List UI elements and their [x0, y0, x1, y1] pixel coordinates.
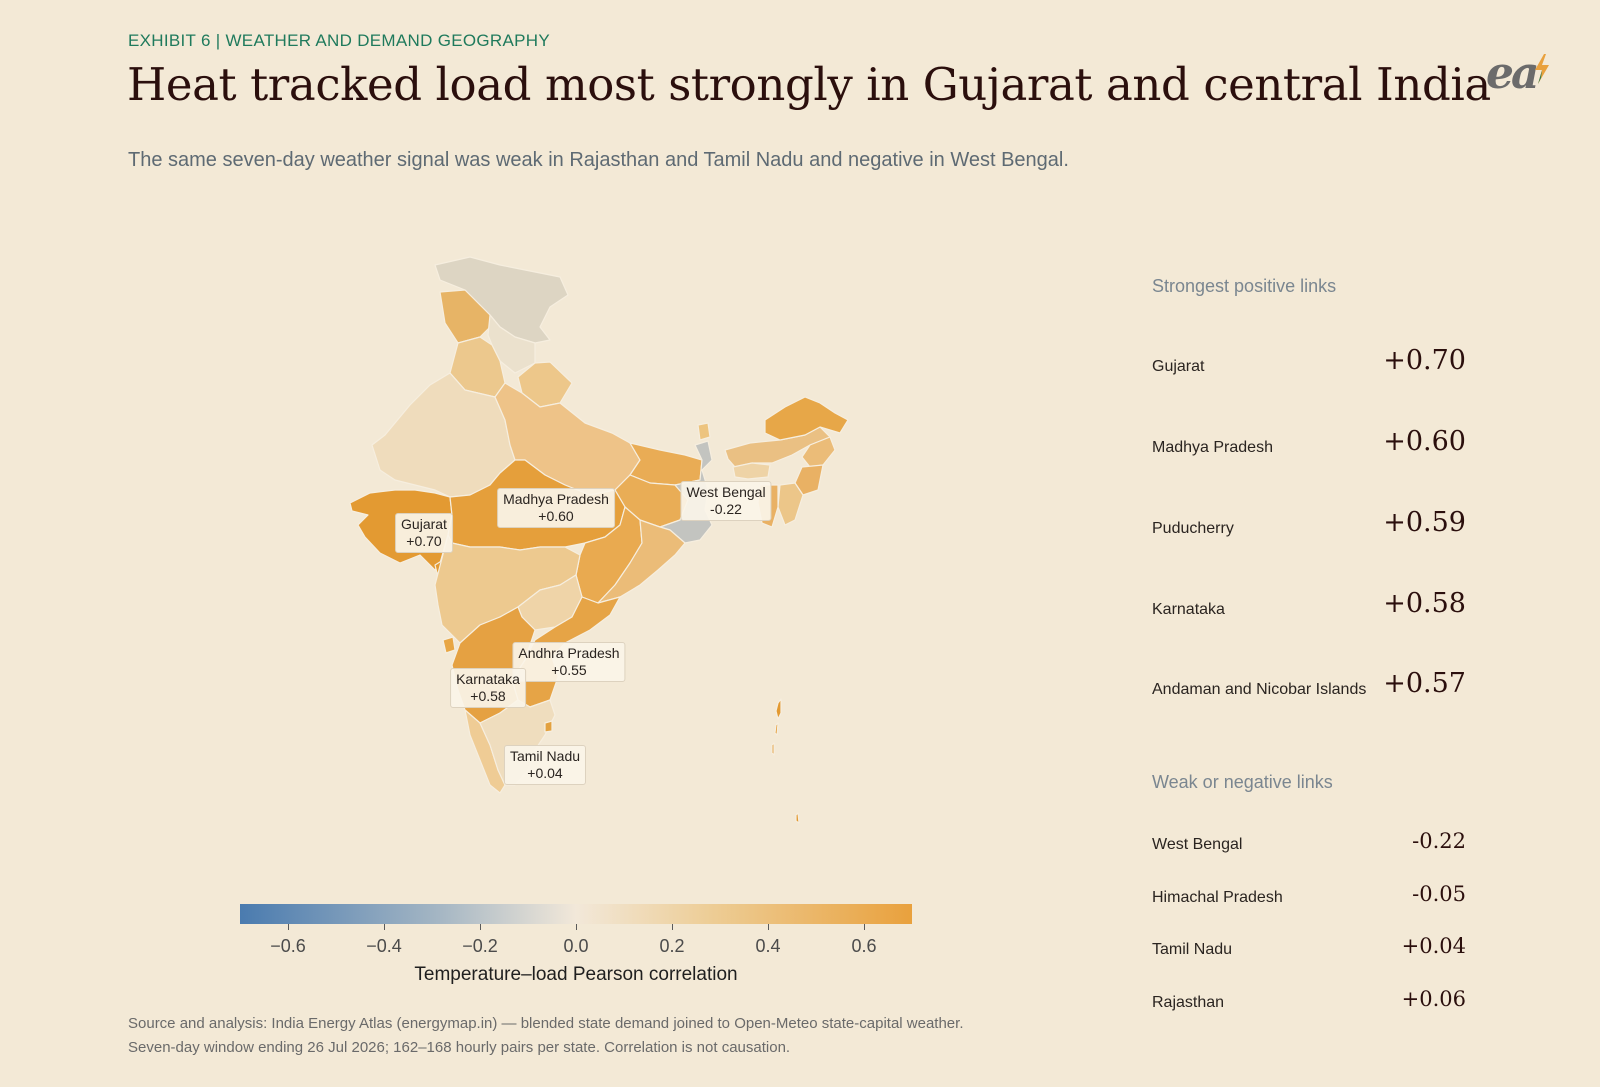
legend-tick-label: −0.4: [366, 936, 402, 956]
positive-row-value: +0.57: [1383, 668, 1466, 699]
negative-row-value: -0.05: [1412, 882, 1466, 906]
legend-tick-label: 0.0: [563, 936, 589, 956]
state-meghalaya: [732, 462, 771, 480]
map-label-tamil-nadu: Tamil Nadu +0.04: [503, 745, 587, 785]
legend-tick-label: 0.6: [851, 936, 877, 956]
positive-row-value: +0.70: [1383, 345, 1466, 376]
lightning-bolt-icon: [1535, 54, 1549, 84]
color-bar: [240, 904, 912, 924]
state-himachal-pradesh: [487, 314, 536, 374]
india-choropleth-map: Gujarat +0.70 Madhya Pradesh +0.60 West …: [340, 245, 880, 850]
state-goa: [442, 636, 456, 654]
map-label-value: +0.04: [527, 765, 563, 781]
legend-tick-label: −0.2: [462, 936, 498, 956]
legend-tick: [672, 924, 673, 930]
positive-row-name: Gujarat: [1152, 358, 1205, 375]
source-note: Source and analysis: India Energy Atlas …: [128, 1012, 964, 1060]
state-puducherry: [544, 720, 553, 733]
map-label-state: Madhya Pradesh: [503, 491, 609, 507]
negative-row-value: -0.22: [1412, 829, 1466, 853]
positive-row-name: Puducherry: [1152, 520, 1234, 537]
legend-tick-label: −0.6: [270, 936, 306, 956]
map-label-value: +0.55: [551, 662, 587, 678]
map-label-gujarat: Gujarat +0.70: [395, 513, 453, 553]
state-sikkim: [697, 422, 711, 441]
legend-tick: [576, 924, 577, 930]
negative-heading: Weak or negative links: [1152, 772, 1333, 792]
map-label-state: Andhra Pradesh: [518, 645, 620, 661]
positive-row-name: Madhya Pradesh: [1152, 439, 1273, 456]
map-label-state: Tamil Nadu: [509, 748, 581, 764]
state-andaman-nicobar: [771, 698, 800, 824]
page-subtitle: The same seven-day weather signal was we…: [128, 149, 1069, 171]
positive-row-name: Karnataka: [1152, 601, 1225, 618]
positive-row-value: +0.59: [1383, 507, 1466, 538]
exhibit-label: EXHIBIT 6 | WEATHER AND DEMAND GEOGRAPHY: [128, 31, 550, 50]
map-label-karnataka: Karnataka +0.58: [450, 668, 526, 708]
legend-tick: [288, 924, 289, 930]
state-manipur: [794, 464, 824, 496]
source-line-2: Seven-day window ending 26 Jul 2026; 162…: [128, 1039, 791, 1056]
map-label-value: +0.58: [470, 688, 506, 704]
state-mizoram: [777, 482, 804, 526]
legend-tick: [768, 924, 769, 930]
map-label-state: Karnataka: [456, 671, 520, 687]
page-title: Heat tracked load most strongly in Gujar…: [127, 58, 1491, 111]
legend-title: Temperature–load Pearson correlation: [414, 964, 738, 985]
negative-row-value: +0.06: [1401, 987, 1466, 1011]
map-label-value: +0.60: [538, 508, 574, 524]
map-label-value: +0.70: [406, 533, 442, 549]
map-label-madhya-pradesh: Madhya Pradesh +0.60: [497, 488, 615, 528]
negative-row-name: Tamil Nadu: [1152, 941, 1233, 958]
map-label-west-bengal: West Bengal -0.22: [680, 481, 772, 521]
map-label-value: -0.22: [710, 501, 742, 517]
positive-row-value: +0.60: [1383, 426, 1466, 457]
logo: ea: [1486, 48, 1556, 104]
legend-tick: [384, 924, 385, 930]
logo-text: ea: [1486, 48, 1539, 99]
legend-tick-label: 0.2: [659, 936, 685, 956]
state-odisha: [597, 519, 686, 604]
negative-row-name: West Bengal: [1152, 836, 1243, 853]
positive-row-value: +0.58: [1383, 588, 1466, 619]
map-label-state: Gujarat: [401, 516, 447, 532]
legend-tick: [480, 924, 481, 930]
state-arunachal-pradesh: [764, 396, 849, 441]
map-label-andhra-pradesh: Andhra Pradesh +0.55: [512, 642, 626, 682]
legend-tick-label: 0.4: [755, 936, 781, 956]
positive-heading: Strongest positive links: [1152, 276, 1337, 296]
negative-row-name: Rajasthan: [1152, 994, 1225, 1011]
negative-row-name: Himachal Pradesh: [1152, 889, 1283, 906]
positive-row-name: Andaman and Nicobar Islands: [1152, 681, 1367, 698]
map-label-state: West Bengal: [686, 484, 766, 500]
legend-tick: [864, 924, 865, 930]
source-line-1: Source and analysis: India Energy Atlas …: [128, 1015, 964, 1032]
negative-row-value: +0.04: [1401, 934, 1466, 958]
